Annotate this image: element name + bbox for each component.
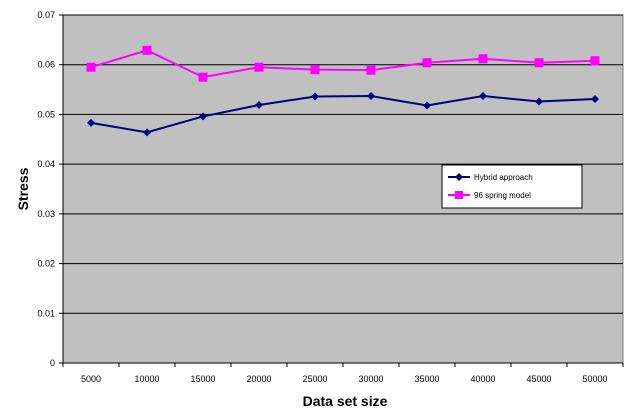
data-point-hybrid: [591, 95, 599, 104]
x-tick-label: 10000: [134, 374, 159, 384]
legend-label-hybrid: Hybrid approach: [474, 173, 533, 182]
legend-label-spring: 96 spring model: [474, 191, 531, 200]
data-point-spring: [198, 72, 208, 82]
data-point-spring: [422, 58, 432, 68]
x-tick-label: 35000: [414, 374, 439, 384]
y-tick-label: 0.04: [37, 159, 55, 169]
data-point-spring: [590, 56, 600, 66]
legend-marker-spring: [455, 191, 463, 199]
series-layer: [86, 45, 600, 137]
data-point-hybrid: [535, 97, 543, 106]
y-tick-label: 0.02: [37, 259, 55, 269]
data-point-hybrid: [143, 128, 151, 137]
x-tick-label: 40000: [470, 374, 495, 384]
x-tick-label: 15000: [190, 374, 215, 384]
data-point-hybrid: [367, 92, 375, 101]
data-point-spring: [478, 54, 488, 64]
data-point-spring: [142, 45, 152, 55]
data-point-spring: [254, 62, 264, 72]
data-point-hybrid: [479, 92, 487, 101]
y-tick-label: 0.06: [37, 60, 55, 70]
x-tick-label: 20000: [246, 374, 271, 384]
y-tick-label: 0: [50, 358, 55, 368]
series-line-hybrid: [90, 95, 596, 134]
data-point-spring: [366, 65, 376, 75]
series-line-spring: [90, 49, 596, 79]
x-tick-label: 50000: [582, 374, 607, 384]
data-point-hybrid: [255, 100, 263, 109]
x-tick-label: 45000: [526, 374, 551, 384]
data-point-spring: [310, 65, 320, 75]
data-point-hybrid: [311, 92, 319, 101]
y-tick-label: 0.03: [37, 209, 55, 219]
x-tick-label: 5000: [81, 374, 101, 384]
y-tick-label: 0.07: [37, 10, 55, 20]
x-axis-title: Data set size: [303, 393, 388, 409]
gridlines: [63, 14, 623, 314]
x-tick-label: 25000: [302, 374, 327, 384]
y-tick-label: 0.01: [37, 308, 55, 318]
y-tick-label: 0.05: [37, 109, 55, 119]
data-point-hybrid: [423, 101, 431, 110]
data-point-spring: [534, 58, 544, 68]
legend-marker-hybrid: [455, 173, 463, 181]
legend: Hybrid approach 96 spring model: [441, 164, 583, 209]
x-axis-ticks: 5000 10000 15000 20000 25000 30000 35000 40000 4…: [62, 363, 624, 384]
data-point-hybrid: [199, 112, 207, 121]
data-point-spring: [86, 62, 96, 72]
legend-box: [441, 164, 583, 209]
x-tick-label: 30000: [358, 374, 383, 384]
y-axis-title: Stress: [15, 167, 31, 210]
y-axis-ticks: 0 0.01 0.02 0.03 0.04 0.05 0.06 0.07: [37, 10, 63, 368]
data-point-hybrid: [87, 118, 95, 127]
